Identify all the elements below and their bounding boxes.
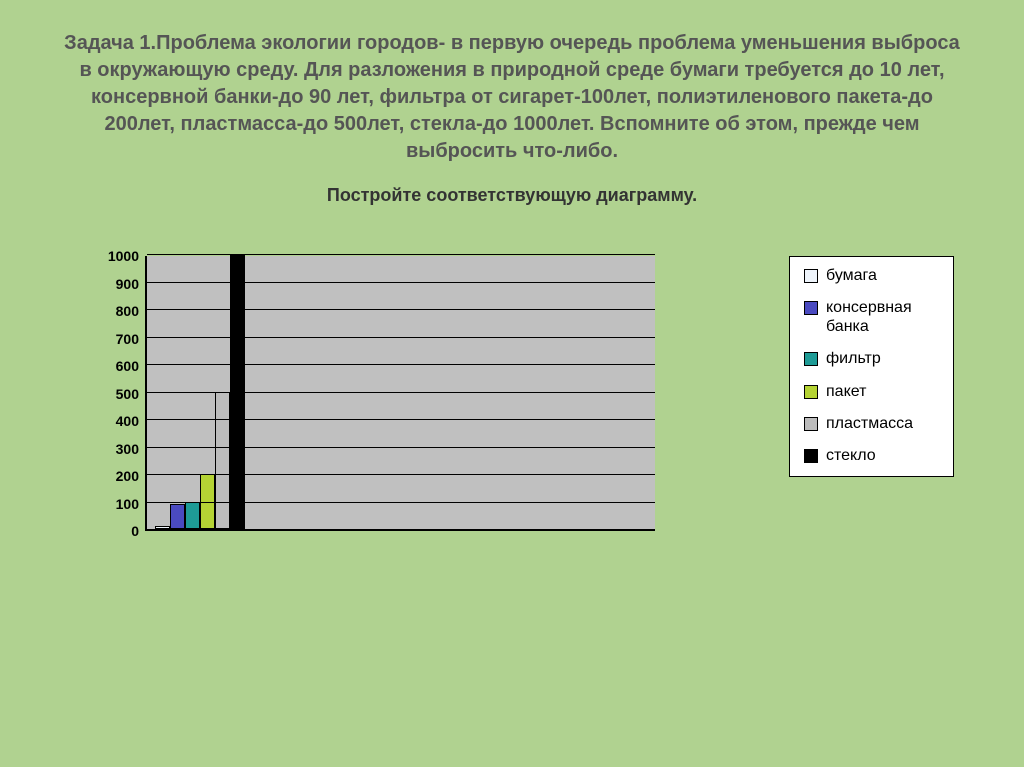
subtitle: Постройте соответствующую диаграмму.	[60, 185, 964, 206]
legend-item: бумага	[804, 267, 939, 285]
legend-label: фильтр	[826, 350, 881, 368]
y-tick-label: 100	[116, 496, 139, 512]
y-tick-label: 0	[131, 523, 139, 539]
legend-swatch	[804, 385, 818, 399]
task-label: Задача 1.	[64, 32, 156, 54]
grid-line	[147, 502, 655, 503]
grid-line	[147, 474, 655, 475]
y-tick-label: 300	[116, 441, 139, 457]
grid-line	[147, 364, 655, 365]
grid-line	[147, 392, 655, 393]
legend-swatch	[804, 417, 818, 431]
legend-item: фильтр	[804, 350, 939, 368]
y-axis: 01002003004005006007008009001000	[90, 256, 145, 531]
legend-swatch	[804, 449, 818, 463]
y-tick-label: 500	[116, 386, 139, 402]
grid-line	[147, 309, 655, 310]
plot-area	[145, 256, 655, 531]
legend-item: пластмасса	[804, 415, 939, 433]
legend: бумага консервная банка фильтр пакет пластма…	[789, 256, 954, 477]
legend-item: стекло	[804, 447, 939, 465]
legend-label: пакет	[826, 383, 866, 401]
legend-label: пластмасса	[826, 415, 913, 433]
legend-label: бумага	[826, 267, 877, 285]
bar	[170, 504, 185, 529]
legend-label: стекло	[826, 447, 876, 465]
bar-chart: 01002003004005006007008009001000	[90, 256, 655, 531]
title-block: Задача 1.Проблема экологии городов- в пе…	[60, 30, 964, 165]
legend-item: пакет	[804, 383, 939, 401]
y-tick-label: 1000	[108, 248, 139, 264]
legend-swatch	[804, 301, 818, 315]
bar	[155, 526, 170, 529]
grid-line	[147, 419, 655, 420]
grid-line	[147, 337, 655, 338]
title-text: Проблема экологии городов- в первую очер…	[79, 32, 959, 162]
legend-label: консервная банка	[826, 299, 939, 336]
legend-item: консервная банка	[804, 299, 939, 336]
y-tick-label: 200	[116, 468, 139, 484]
y-tick-label: 600	[116, 358, 139, 374]
legend-swatch	[804, 352, 818, 366]
bars-container	[147, 256, 245, 529]
grid-line	[147, 282, 655, 283]
content-row: 01002003004005006007008009001000 бумагак…	[60, 256, 964, 531]
legend-swatch	[804, 269, 818, 283]
bar	[185, 502, 200, 530]
y-tick-label: 700	[116, 331, 139, 347]
y-tick-label: 800	[116, 303, 139, 319]
y-tick-label: 400	[116, 413, 139, 429]
y-tick-label: 900	[116, 276, 139, 292]
grid-line	[147, 447, 655, 448]
bar	[215, 392, 230, 530]
grid-line	[147, 254, 655, 255]
